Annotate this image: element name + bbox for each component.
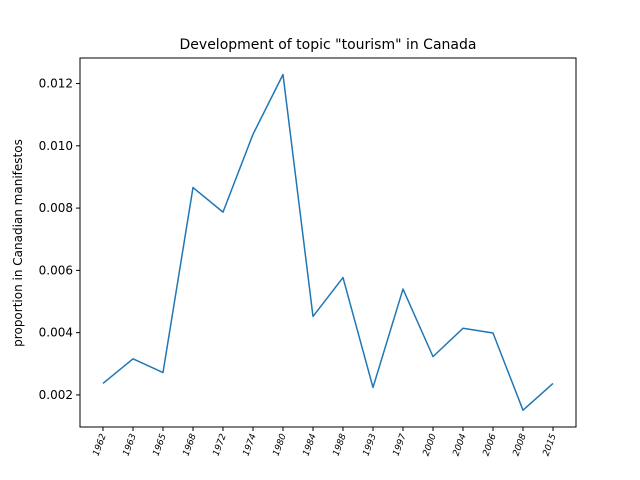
x-tick-label: 1997 <box>392 432 409 457</box>
chart-title: Development of topic "tourism" in Canada <box>180 37 477 53</box>
x-tick-label: 1972 <box>212 432 229 457</box>
x-tick-label: 2004 <box>452 432 469 457</box>
x-tick-label: 1993 <box>362 432 379 457</box>
y-tick-label: 0.006 <box>39 263 73 277</box>
x-tick-label: 2008 <box>512 432 529 457</box>
x-tick-label: 1968 <box>182 432 199 457</box>
y-tick-label: 0.008 <box>39 201 73 215</box>
y-tick-label: 0.004 <box>39 326 73 340</box>
y-tick-label: 0.012 <box>39 77 73 91</box>
x-tick-label: 1963 <box>122 432 139 457</box>
y-tick-label: 0.010 <box>39 139 73 153</box>
y-axis-label: proportion in Canadian manifestos <box>11 139 25 347</box>
x-tick-label: 1988 <box>332 432 349 457</box>
y-tick-label: 0.002 <box>39 388 73 402</box>
x-tick-label: 2006 <box>482 432 499 457</box>
x-tick-label: 1980 <box>272 432 289 457</box>
axis-ticks: 0.002 0.004 0.006 0.008 0.010 0.012 1962 1963 19… <box>39 77 559 458</box>
x-tick-label: 1962 <box>92 432 109 457</box>
series-line <box>102 73 554 411</box>
x-tick-label: 2000 <box>422 432 439 457</box>
plot-area-frame <box>79 57 577 428</box>
x-tick-label: 2015 <box>542 432 559 457</box>
x-tick-label: 1984 <box>302 432 319 457</box>
x-tick-label: 1965 <box>152 432 169 457</box>
x-tick-label: 1974 <box>242 432 259 457</box>
